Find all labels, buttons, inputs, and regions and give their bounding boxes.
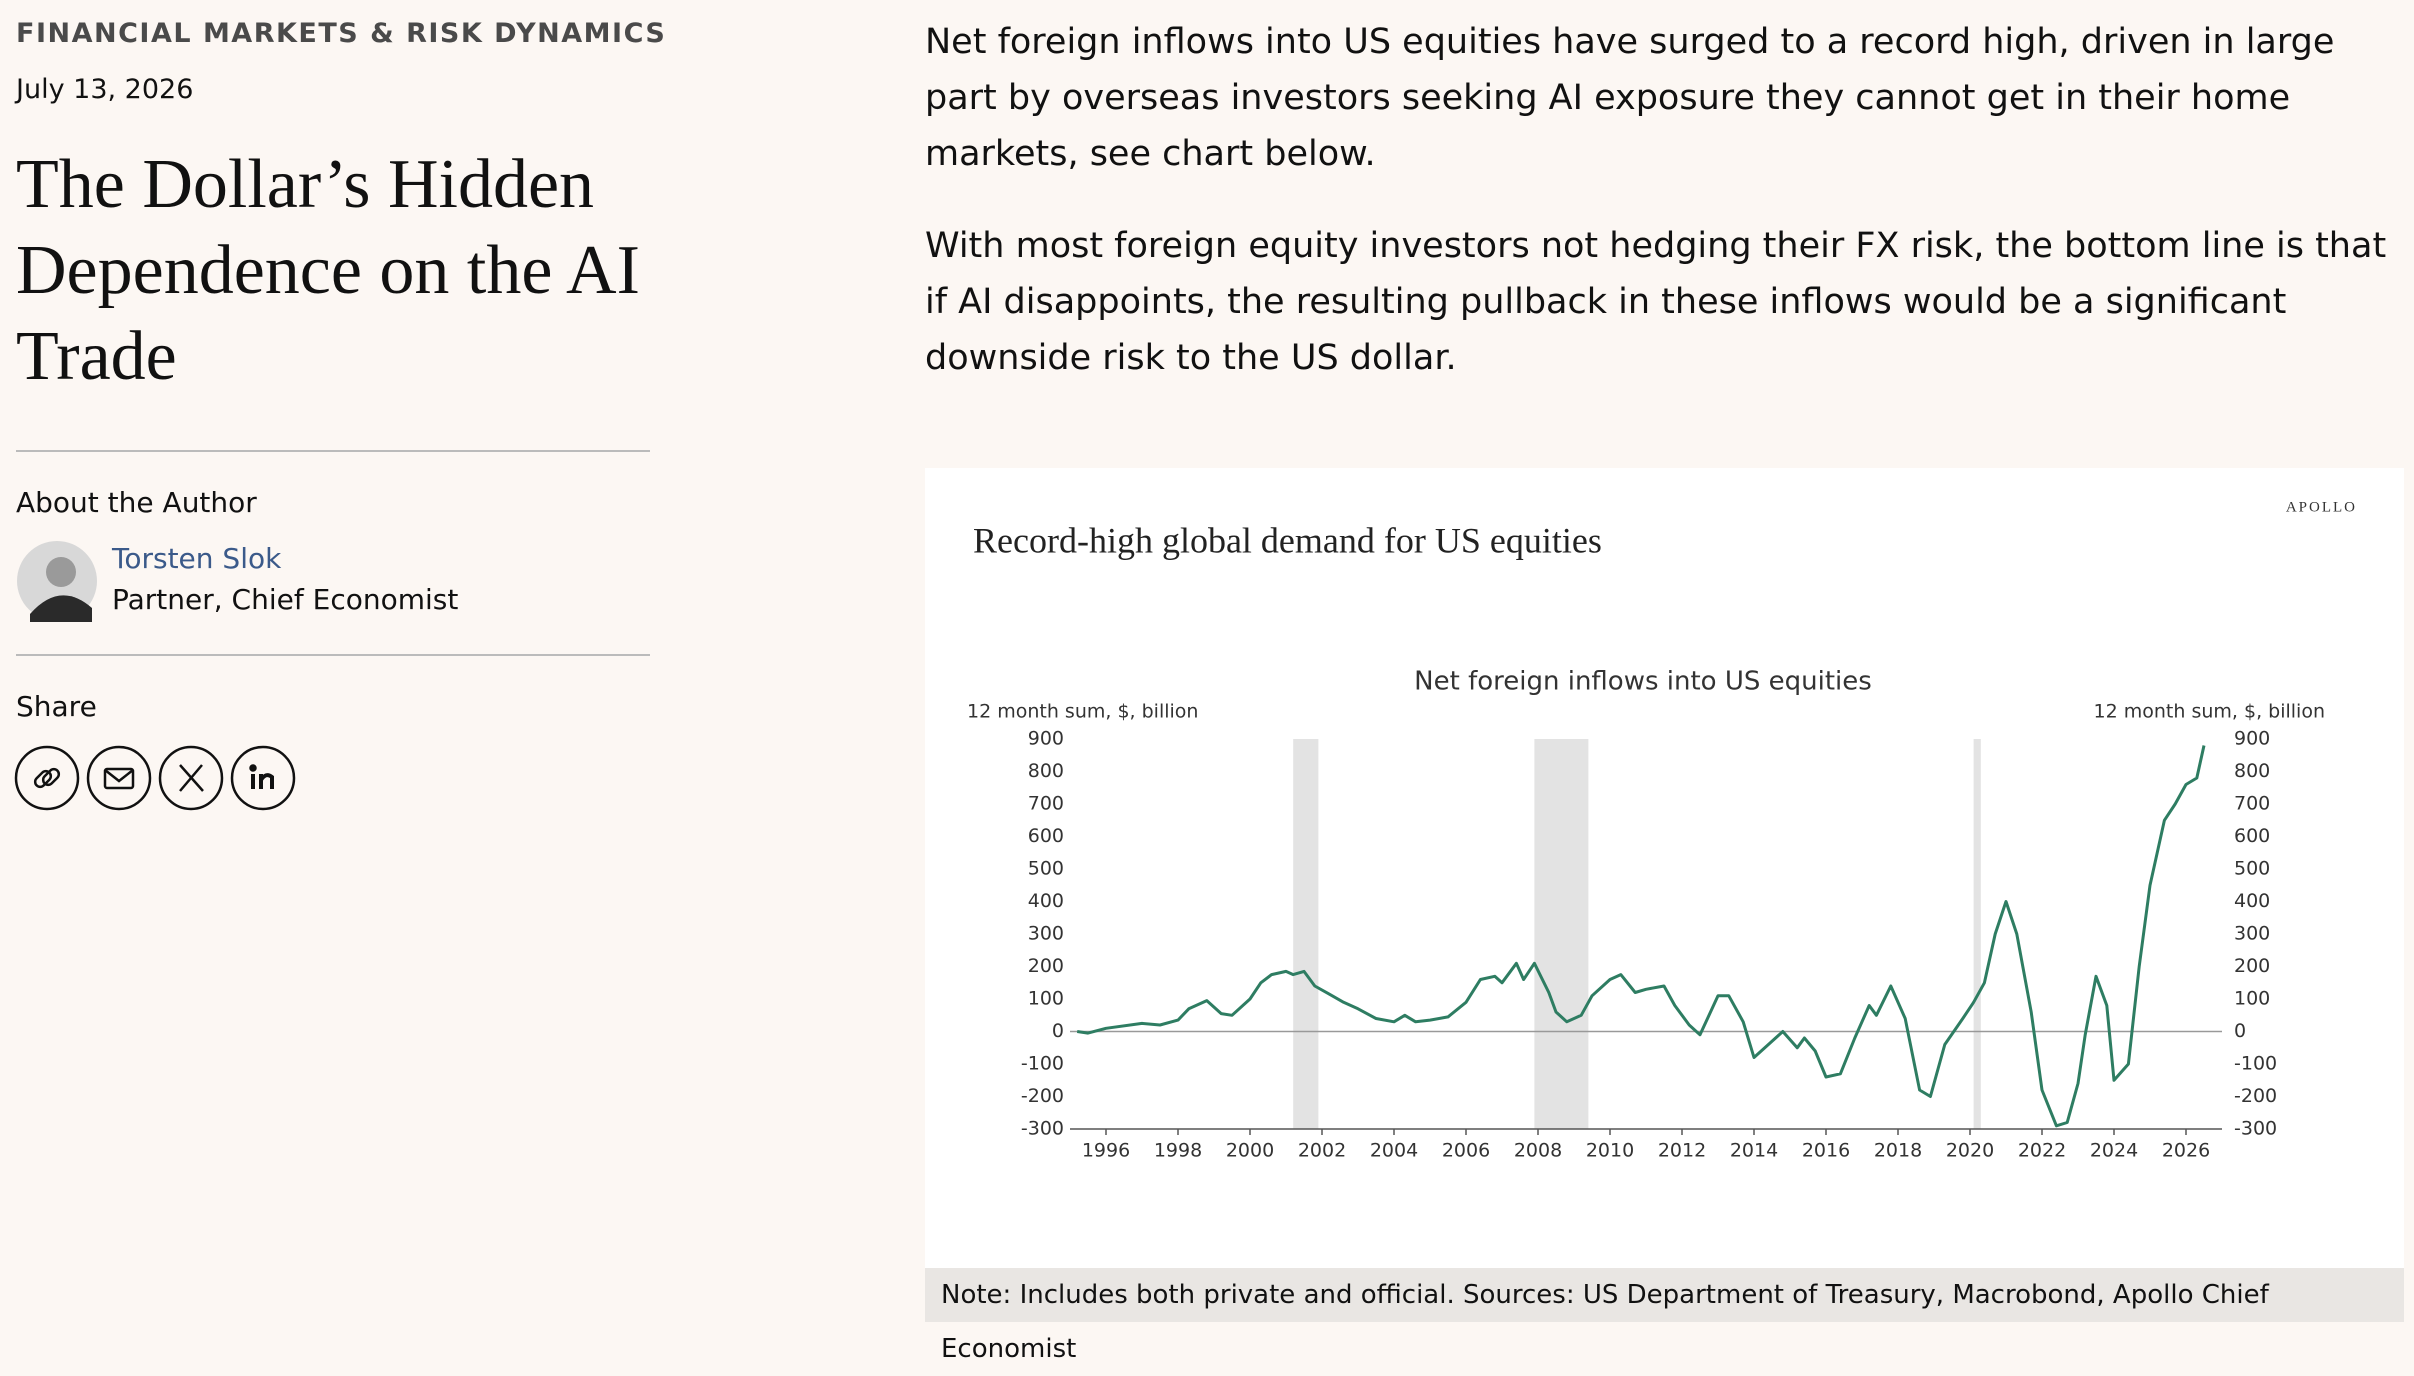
y2-tick-label: 700 xyxy=(2234,793,2270,815)
date: July 13, 2026 xyxy=(16,74,194,105)
x-tick-label: 2002 xyxy=(1298,1140,1346,1162)
y-tick-label: 800 xyxy=(1028,760,1064,782)
author-name[interactable]: Torsten Slok xyxy=(112,542,282,575)
share-icons xyxy=(14,745,296,811)
y-tick-label: 400 xyxy=(1028,890,1064,912)
y2-axis-label: 12 month sum, $, billion xyxy=(2094,701,2325,723)
x-tick-label: 2022 xyxy=(2018,1140,2066,1162)
divider xyxy=(16,654,650,656)
x-tick-label: 2010 xyxy=(1586,1140,1634,1162)
chart-title: Record-high global demand for US equitie… xyxy=(973,520,1602,560)
article-title: The Dollar’s Hidden Dependence on the AI… xyxy=(16,146,640,395)
x-tick-label: 2016 xyxy=(1802,1140,1850,1162)
copy-link[interactable] xyxy=(14,745,80,811)
x-tick-label: 2026 xyxy=(2162,1140,2210,1162)
x-tick-label: 2008 xyxy=(1514,1140,1562,1162)
y-tick-label: 700 xyxy=(1028,793,1064,815)
y-tick-label: 900 xyxy=(1028,728,1064,750)
page: FINANCIAL MARKETS & RISK DYNAMICS July 1… xyxy=(14,14,2405,1364)
y-tick-label: 200 xyxy=(1028,955,1064,977)
divider xyxy=(16,450,650,452)
chart-subtitle: Net foreign inflows into US equities xyxy=(1414,667,1872,697)
data-line xyxy=(1076,745,2206,1128)
chart-note: Note: Includes both private and official… xyxy=(925,1268,2404,1364)
y-tick-label: 600 xyxy=(1028,825,1064,847)
y-tick-label: 300 xyxy=(1028,923,1064,945)
shaded-region xyxy=(1293,739,1319,1129)
chart-panel: APOLLO Record-high global demand for US … xyxy=(925,468,2404,1322)
y-tick-label: -200 xyxy=(1021,1085,1064,1107)
y2-tick-label: 100 xyxy=(2234,988,2270,1010)
x-tick-label: 2014 xyxy=(1730,1140,1778,1162)
paragraph: With most foreign equity investors not h… xyxy=(925,226,2387,378)
x-tick-label: 2018 xyxy=(1874,1140,1922,1162)
x-tick-label: 2000 xyxy=(1226,1140,1274,1162)
linkedin[interactable] xyxy=(230,745,296,811)
y-tick-label: 100 xyxy=(1028,988,1064,1010)
y2-tick-label: -300 xyxy=(2234,1118,2277,1140)
y-axis-label: 12 month sum, $, billion xyxy=(967,701,1198,723)
shaded-region xyxy=(1973,739,1981,1129)
y2-tick-label: 800 xyxy=(2234,760,2270,782)
y-tick-label: -300 xyxy=(1021,1118,1064,1140)
x-share[interactable] xyxy=(158,745,224,811)
y2-tick-label: -200 xyxy=(2234,1085,2277,1107)
x-tick-label: 2012 xyxy=(1658,1140,1706,1162)
y-tick-label: 500 xyxy=(1028,858,1064,880)
x-tick-label: 1996 xyxy=(1082,1140,1130,1162)
email[interactable] xyxy=(86,745,152,811)
x-tick-label: 2024 xyxy=(2090,1140,2138,1162)
shaded-region xyxy=(1534,739,1589,1129)
paragraph: Net foreign inflows into US equities hav… xyxy=(925,22,2335,174)
share-heading: Share xyxy=(16,690,97,723)
y2-tick-label: -100 xyxy=(2234,1053,2277,1075)
brand: APOLLO xyxy=(2286,499,2357,515)
category[interactable]: FINANCIAL MARKETS & RISK DYNAMICS xyxy=(16,18,667,49)
y2-tick-label: 600 xyxy=(2234,825,2270,847)
y2-tick-label: 200 xyxy=(2234,955,2270,977)
y2-tick-label: 0 xyxy=(2234,1020,2246,1042)
article-body: Net foreign inflows into US equities hav… xyxy=(925,14,2405,422)
y2-tick-label: 300 xyxy=(2234,923,2270,945)
y-tick-label: 0 xyxy=(1052,1020,1064,1042)
y2-tick-label: 500 xyxy=(2234,858,2270,880)
avatar[interactable] xyxy=(16,540,98,622)
y-tick-label: -100 xyxy=(1021,1053,1064,1075)
chart: APOLLO Record-high global demand for US … xyxy=(967,499,2357,1162)
x-tick-label: 2006 xyxy=(1442,1140,1490,1162)
x-tick-label: 1998 xyxy=(1154,1140,1202,1162)
x-tick-label: 2020 xyxy=(1946,1140,1994,1162)
author-role: Partner, Chief Economist xyxy=(112,583,459,616)
about-heading: About the Author xyxy=(16,486,257,519)
y2-tick-label: 400 xyxy=(2234,890,2270,912)
x-tick-label: 2004 xyxy=(1370,1140,1418,1162)
y2-tick-label: 900 xyxy=(2234,728,2270,750)
